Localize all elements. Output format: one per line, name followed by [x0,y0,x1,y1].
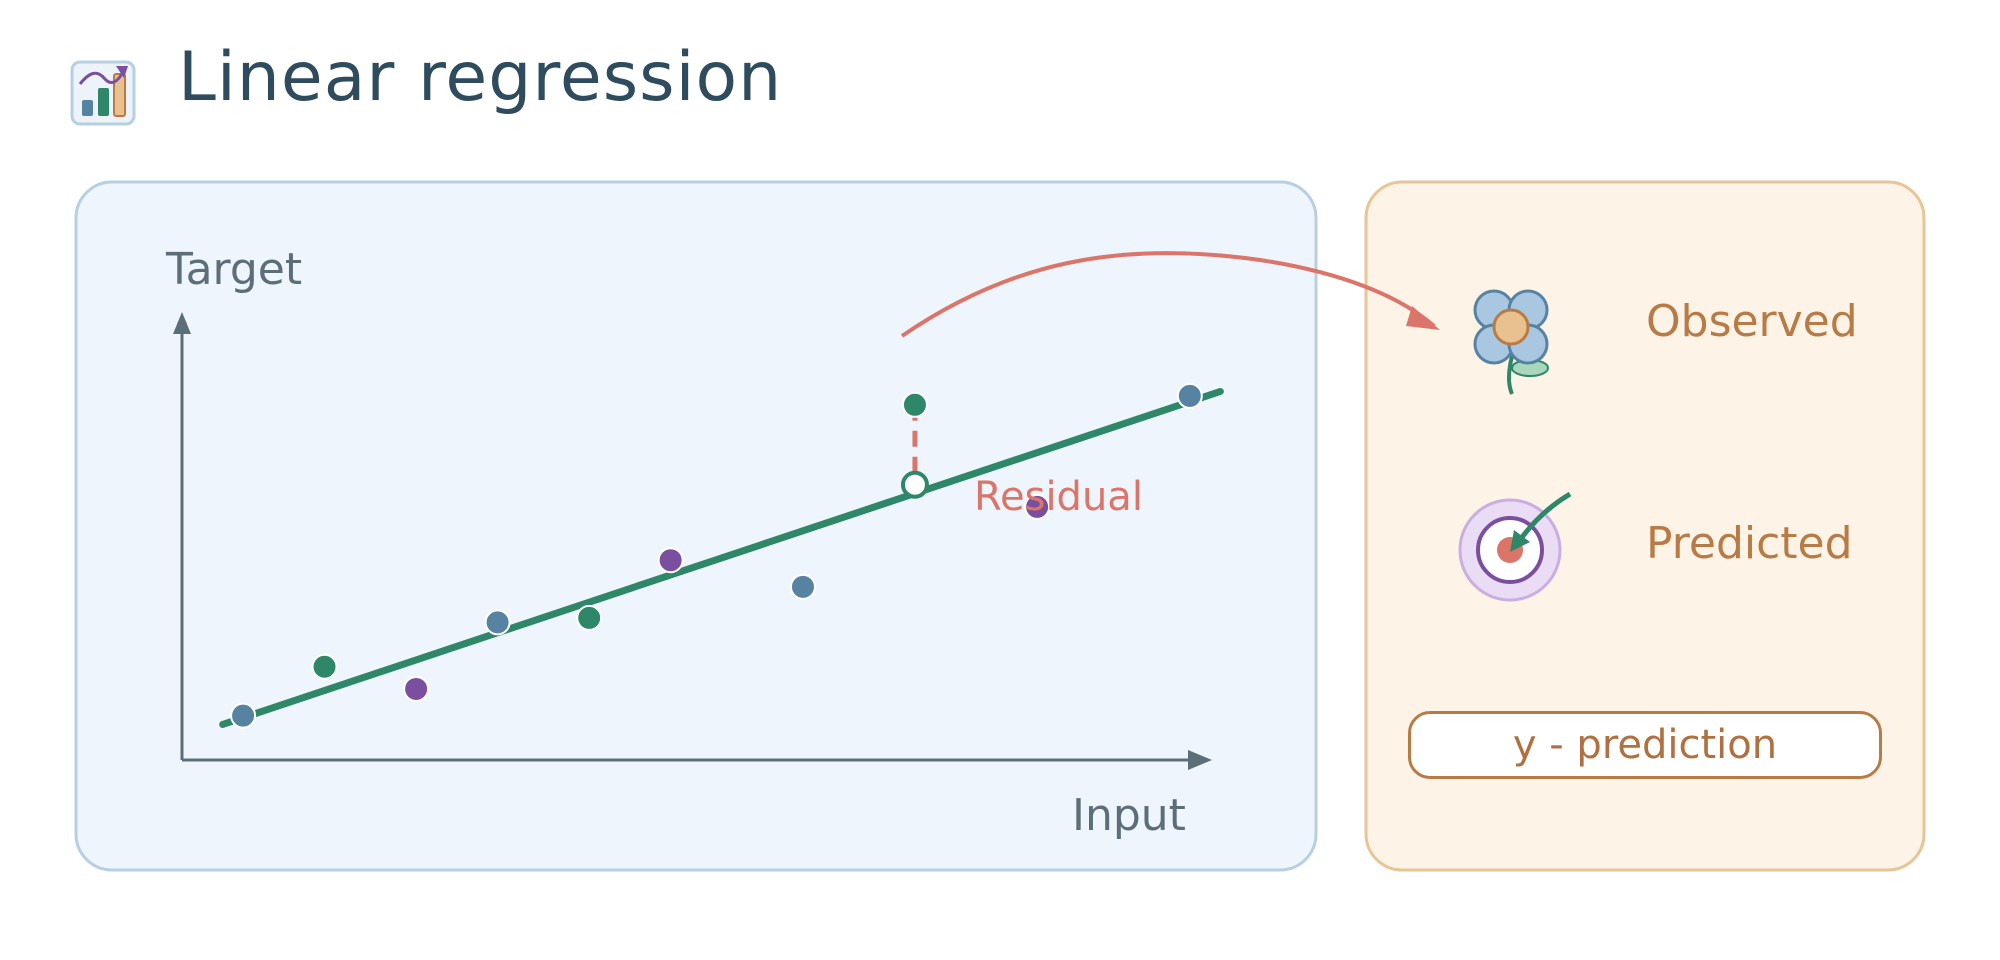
formula-box: y - prediction [1408,711,1882,779]
predicted-label: Predicted [1646,518,1853,569]
observed-link-arrowhead [1406,306,1440,330]
data-point-2 [311,653,338,680]
regression-line [219,387,1224,728]
data-point-5 [576,604,603,631]
x-axis-label: Input [1072,790,1186,841]
data-point-3 [403,675,430,702]
predicted-point [900,470,929,499]
data-point-8 [901,391,928,418]
x-axis-arrowhead [1188,750,1212,770]
bar-chart-trend-icon [70,60,136,126]
fit-line-layer [219,387,1224,728]
residual-layer [900,404,929,499]
data-points-layer [230,382,1203,729]
data-point-1 [230,702,257,729]
data-point-9 [1024,493,1051,520]
data-point-7 [789,573,816,600]
y-axis-arrowhead [173,312,191,334]
data-point-10 [1176,382,1203,409]
data-point-6 [657,547,684,574]
observed-label: Observed [1646,296,1858,347]
plot-panel [74,180,1318,872]
flower-icon [1473,289,1549,395]
observed-link-arrow [900,251,1436,338]
residual-label: Residual [974,474,1143,520]
y-axis-label: Target [166,244,303,295]
data-point-4 [484,609,511,636]
page-title: Linear regression [178,38,783,117]
target-arrow-icon [1458,491,1572,602]
